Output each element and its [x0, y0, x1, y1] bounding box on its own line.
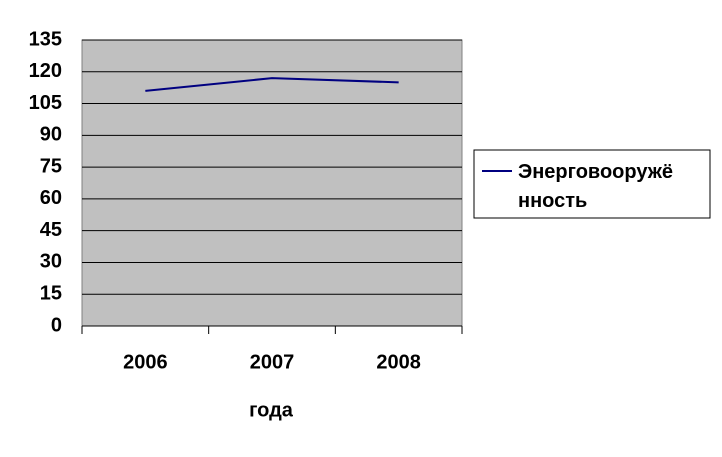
y-tick-label: 135 [29, 28, 62, 50]
y-tick-label: 15 [40, 283, 62, 305]
line-series [145, 77, 399, 92]
y-tick-label: 60 [40, 187, 62, 209]
x-tick-label: 2007 [250, 351, 295, 373]
y-tick-label: 0 [51, 314, 62, 336]
y-tick-label: 90 [40, 124, 62, 146]
y-tick-label: 75 [40, 155, 62, 177]
x-axis-title: года [249, 399, 294, 421]
x-tick-label: 2006 [123, 351, 168, 373]
legend-box [473, 149, 711, 219]
y-tick-label: 105 [29, 92, 62, 114]
plot-area [81, 39, 463, 327]
y-tick-label: 120 [29, 60, 62, 82]
x-tick-label: 2008 [376, 351, 421, 373]
legend-label: Энерговооружё нность [518, 161, 673, 212]
y-tick-label: 45 [40, 219, 62, 241]
y-tick-label: 30 [40, 251, 62, 273]
